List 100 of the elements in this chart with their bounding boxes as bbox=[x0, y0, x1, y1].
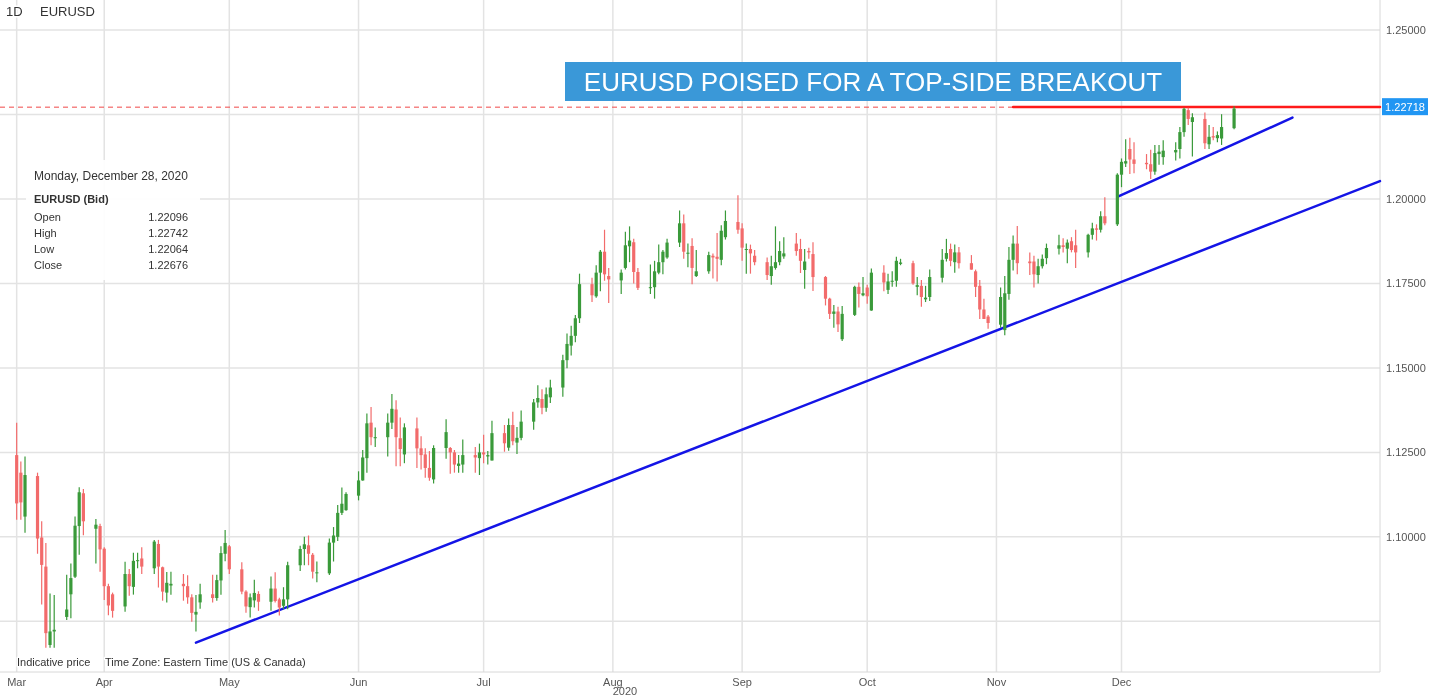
candlestick bbox=[244, 589, 248, 614]
candlestick bbox=[707, 251, 711, 275]
x-tick-label: Mar bbox=[7, 676, 27, 688]
candlestick bbox=[1057, 234, 1061, 256]
candlestick bbox=[165, 571, 169, 603]
annotation: 1.22096 bbox=[148, 211, 188, 223]
candlestick bbox=[1153, 144, 1157, 176]
candlestick bbox=[211, 574, 215, 603]
candlestick bbox=[911, 260, 915, 286]
x-tick-label: Sep bbox=[732, 676, 752, 688]
candlestick bbox=[1190, 112, 1194, 158]
candlestick bbox=[186, 574, 190, 605]
candlestick bbox=[273, 571, 277, 603]
candlestick bbox=[915, 276, 919, 296]
candlestick bbox=[769, 255, 773, 286]
candlestick bbox=[828, 297, 832, 320]
annotation: Open bbox=[34, 211, 61, 223]
candlestick bbox=[798, 238, 803, 274]
candlestick bbox=[1132, 141, 1136, 174]
candlestick bbox=[540, 388, 544, 415]
x-tick-label: Aug bbox=[603, 676, 623, 688]
candlestick bbox=[857, 281, 861, 309]
annotation: Time Zone: Eastern Time (US & Canada) bbox=[105, 656, 306, 668]
candlestick bbox=[1074, 229, 1078, 269]
candlestick bbox=[861, 276, 865, 297]
candlestick bbox=[573, 314, 577, 343]
candlestick bbox=[544, 386, 548, 413]
candlestick bbox=[306, 534, 311, 566]
candlestick bbox=[390, 393, 394, 430]
candlestick bbox=[1232, 105, 1236, 130]
candlestick bbox=[778, 240, 782, 266]
candlestick bbox=[127, 568, 131, 597]
candlestick bbox=[636, 267, 640, 291]
candlestick bbox=[507, 418, 511, 452]
candlestick bbox=[894, 256, 898, 288]
candlestick bbox=[302, 536, 306, 566]
candlestick bbox=[1219, 113, 1224, 146]
candlestick bbox=[423, 447, 427, 479]
y-tick-label: 1.25000 bbox=[1386, 23, 1426, 36]
candlestick bbox=[156, 539, 161, 589]
y-tick-label: 1.15000 bbox=[1386, 361, 1426, 374]
y-tick-label: 1.17500 bbox=[1386, 277, 1426, 290]
candlestick bbox=[1032, 255, 1036, 289]
candlestick bbox=[190, 593, 194, 623]
candlestick bbox=[836, 306, 840, 333]
annotation: 1.22676 bbox=[148, 259, 188, 271]
candlestick bbox=[1036, 258, 1040, 285]
candlestick bbox=[461, 438, 465, 474]
candlestick bbox=[1065, 238, 1069, 264]
candlestick bbox=[215, 574, 219, 602]
candlestick bbox=[94, 518, 98, 565]
candlestick bbox=[948, 243, 953, 267]
candlestick bbox=[598, 249, 602, 292]
candlestick bbox=[169, 571, 173, 596]
y-tick-label: 1.10000 bbox=[1386, 530, 1426, 543]
candlestick bbox=[677, 209, 682, 248]
candlestick bbox=[928, 269, 932, 302]
annotation: Indicative price bbox=[17, 656, 91, 668]
candlestick bbox=[744, 243, 748, 275]
x-tick-label: May bbox=[218, 676, 241, 688]
candlestick bbox=[415, 416, 419, 469]
candlestick bbox=[602, 229, 607, 282]
candlestick bbox=[373, 426, 377, 448]
candlestick bbox=[623, 231, 627, 271]
candlestick bbox=[686, 243, 690, 268]
candlestick bbox=[532, 398, 536, 431]
x-tick-label: Dec bbox=[1111, 676, 1132, 688]
candlestick bbox=[940, 248, 944, 284]
candlestick bbox=[690, 237, 694, 285]
y-tick-label: 1.20000 bbox=[1386, 192, 1426, 205]
candlestick bbox=[1015, 225, 1019, 275]
candlestick bbox=[957, 246, 961, 270]
candlestick bbox=[1149, 149, 1153, 180]
candlestick bbox=[298, 545, 302, 572]
candlestick bbox=[106, 583, 110, 616]
text: EURUSD POISED FOR A TOP-SIDE BREAKOUT bbox=[583, 67, 1163, 98]
candlestick bbox=[823, 275, 828, 307]
candlestick bbox=[569, 325, 573, 357]
candlestick bbox=[444, 418, 448, 460]
candlestick bbox=[1044, 243, 1049, 265]
candlestick bbox=[1099, 210, 1103, 234]
candlestick bbox=[511, 411, 515, 446]
candlestick bbox=[782, 236, 786, 260]
candlestick bbox=[519, 409, 523, 441]
candlestick bbox=[194, 594, 198, 633]
annotation: 1.22064 bbox=[148, 243, 188, 255]
candlestick bbox=[1103, 196, 1107, 226]
x-tick-label: Oct bbox=[858, 676, 876, 688]
candlestick bbox=[98, 523, 102, 573]
annotation: Low bbox=[34, 243, 55, 255]
candlestick bbox=[944, 238, 949, 263]
x-tick-label: Jul bbox=[476, 676, 491, 688]
ref-line-label: 1.22718 bbox=[1385, 101, 1425, 114]
candlestick bbox=[565, 332, 569, 369]
candlestick bbox=[427, 450, 432, 482]
candlestick bbox=[452, 449, 457, 474]
candlestick bbox=[269, 575, 273, 612]
candlestick bbox=[140, 546, 144, 575]
x-tick-label: Nov bbox=[986, 676, 1007, 688]
candlestick bbox=[765, 256, 769, 281]
